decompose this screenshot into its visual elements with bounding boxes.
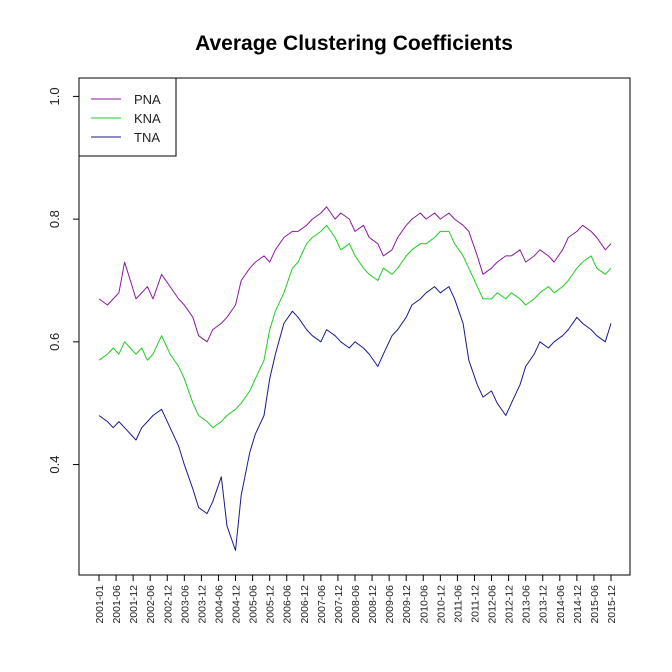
y-tick-label: 0.8 xyxy=(47,210,62,228)
x-tick-label: 2004-06 xyxy=(213,585,225,624)
x-tick-label: 2014-12 xyxy=(572,585,584,624)
x-tick-label: 2008-06 xyxy=(350,585,362,624)
x-tick-label: 2001-01 xyxy=(94,585,106,624)
chart-title: Average Clustering Coefficients xyxy=(195,32,513,55)
x-tick-label: 2003-12 xyxy=(196,585,208,624)
x-tick-label: 2010-06 xyxy=(418,585,430,624)
x-tick-label: 2002-06 xyxy=(145,585,157,624)
x-axis: 2001-01 2001-06 2001-12 2002-06 2002-12 2003-… xyxy=(94,575,618,624)
x-tick-label: 2011-12 xyxy=(469,585,481,623)
series-line-pna xyxy=(98,206,612,343)
legend-box xyxy=(78,77,177,157)
series-layer xyxy=(98,206,612,551)
x-tick-label: 2009-06 xyxy=(384,585,396,624)
y-tick-label: 0.4 xyxy=(47,456,62,474)
x-tick-label: 2001-12 xyxy=(128,585,140,624)
legend: PNA KNA TNA xyxy=(78,77,177,157)
y-tick-label: 0.6 xyxy=(47,333,62,351)
y-axis: 0.4 0.6 0.8 1.0 xyxy=(47,87,79,474)
x-tick-label: 2007-12 xyxy=(333,585,345,624)
x-tick-label: 2013-06 xyxy=(521,585,533,624)
legend-label-pna: PNA xyxy=(134,92,161,107)
legend-label-kna: KNA xyxy=(134,111,161,126)
x-tick-label: 2015-12 xyxy=(606,585,618,624)
x-tick-label: 2012-06 xyxy=(487,585,499,624)
x-tick-label: 2001-06 xyxy=(111,585,123,624)
x-tick-label: 2002-12 xyxy=(162,585,174,624)
y-tick-label: 1.0 xyxy=(47,87,62,105)
x-tick-label: 2005-06 xyxy=(248,585,260,624)
series-line-tna xyxy=(98,286,612,551)
x-tick-label: 2012-12 xyxy=(504,585,516,624)
x-tick-label: 2014-06 xyxy=(555,585,567,624)
x-tick-label: 2008-12 xyxy=(367,585,379,624)
x-tick-label: 2004-12 xyxy=(231,585,243,624)
x-tick-label: 2013-12 xyxy=(538,585,550,624)
series-line-kna xyxy=(98,224,612,429)
x-tick-label: 2010-12 xyxy=(435,585,447,624)
x-tick-label: 2006-12 xyxy=(299,585,311,624)
x-tick-label: 2015-06 xyxy=(589,585,601,624)
x-tick-label: 2005-12 xyxy=(265,585,277,624)
x-tick-label: 2007-06 xyxy=(316,585,328,624)
x-tick-label: 2006-06 xyxy=(282,585,294,624)
legend-label-tna: TNA xyxy=(134,130,160,145)
x-tick-label: 2003-06 xyxy=(179,585,191,624)
x-tick-label: 2009-12 xyxy=(401,585,413,624)
x-tick-label: 2011-06 xyxy=(452,585,464,623)
